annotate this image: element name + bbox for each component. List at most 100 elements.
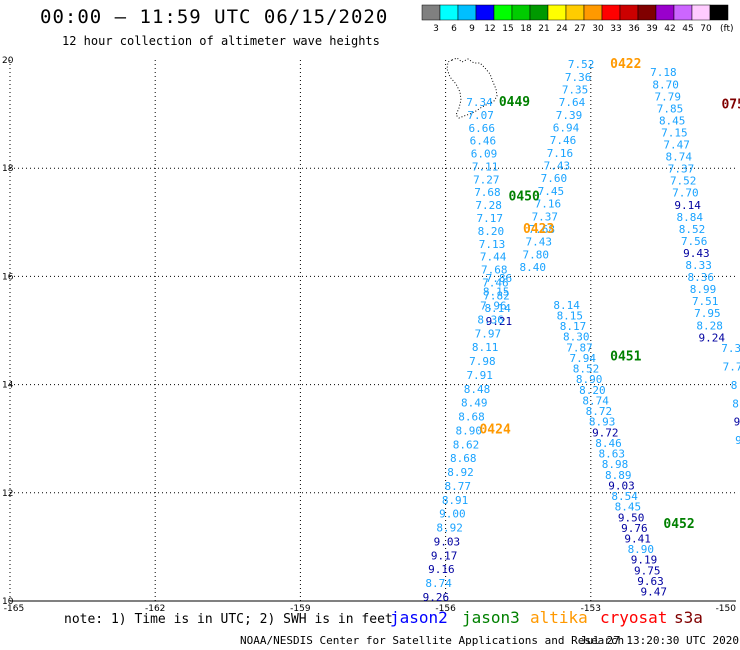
colorbar-swatch xyxy=(709,4,729,21)
colorbar-swatch xyxy=(655,4,675,21)
wave-height-value: 7.27 xyxy=(473,173,500,186)
lat-tick-label: 16 xyxy=(2,272,14,282)
wave-height-value: 8.99 xyxy=(690,283,717,296)
wave-height-value: 8.33 xyxy=(685,259,712,272)
wave-height-value: 8.90 xyxy=(455,424,482,437)
wave-height-value: 7.97 xyxy=(475,327,502,340)
colorbar-swatch xyxy=(619,4,639,21)
colorbar-label: 3 xyxy=(433,24,439,34)
wave-height-value: 8.84 xyxy=(677,211,704,224)
colorbar-swatch xyxy=(493,4,513,21)
wave-height-value: 8.70 xyxy=(652,78,679,91)
wave-height-value: 9.41 xyxy=(624,532,651,545)
legend-altika: altika xyxy=(530,608,588,627)
wave-height-value: 7.98 xyxy=(469,355,496,368)
wave-height-value: 7.36 xyxy=(565,71,592,84)
wave-height-value: 8.54 xyxy=(611,490,638,503)
wave-height-value: 7.94 xyxy=(569,352,596,365)
colorbar-label: 36 xyxy=(628,24,640,34)
wave-height-value: 6.66 xyxy=(469,122,496,135)
wave-height-value: 7.64 xyxy=(559,96,586,109)
wave-height-value: 8.17 xyxy=(560,320,587,333)
wave-height-value: 8.49 xyxy=(461,397,488,410)
wave-height-value: 7.16 xyxy=(547,147,574,160)
wave-height-value: 8.36 xyxy=(688,271,715,284)
footer-note: note: 1) Time is in UTC; 2) SWH is in fe… xyxy=(64,612,393,627)
wave-height-value: 9.14 xyxy=(674,199,701,212)
legend-s3a: s3a xyxy=(674,608,703,627)
wave-height-value: 6.09 xyxy=(471,148,498,161)
wave-height-value: 9.72 xyxy=(592,426,619,439)
wave-height-value: 8.74 xyxy=(582,394,609,407)
colorbar-label: 27 xyxy=(574,24,585,34)
colorbar-swatch xyxy=(565,4,585,21)
lon-tick-label: -156 xyxy=(435,604,456,614)
axis-ticks: -165 -162 -159 -156 -153 -150 10 12 14 16 18 20 xyxy=(2,56,736,614)
wave-height-value: 7.44 xyxy=(480,251,507,264)
wave-height-value: 7.70 xyxy=(672,187,699,200)
wave-height-value: 8.20 xyxy=(478,225,505,238)
wave-height-value: 7.43 xyxy=(526,236,553,249)
wave-height-value: 7.46 xyxy=(550,134,577,147)
wave-height-value: 8.74 xyxy=(666,151,693,164)
wave-height-value: 8.28 xyxy=(696,319,723,332)
colorbar-label: 33 xyxy=(610,24,621,34)
colorbar-label: 45 xyxy=(682,24,693,34)
wave-height-value: 7.11 xyxy=(472,160,499,173)
pass-label: 0449 xyxy=(499,95,530,110)
wave-height-value: 7.91 xyxy=(466,369,493,382)
wave-height-value: 9.76 xyxy=(621,522,648,535)
wave-height-value: 8.91 xyxy=(442,494,469,507)
lon-tick-label: -153 xyxy=(581,604,601,614)
lat-tick-label: 12 xyxy=(2,489,13,499)
lat-tick-label: 18 xyxy=(2,164,14,174)
wave-height-value: 7.82 xyxy=(483,289,510,302)
wave-height-value: 7.3 xyxy=(721,342,740,355)
wave-height-value: 9.63 xyxy=(637,575,664,588)
pass-label: 0450 xyxy=(509,190,540,205)
wave-height-value: 8.14 xyxy=(484,302,511,315)
wave-height-value: 8.68 xyxy=(458,411,485,424)
wave-height-value: 8.45 xyxy=(659,114,686,127)
map-grid xyxy=(9,60,736,602)
colorbar-label: 24 xyxy=(556,24,568,34)
wave-height-value: 9.43 xyxy=(683,247,710,260)
colorbar-swatch xyxy=(457,4,477,21)
wave-height-value: 9.00 xyxy=(439,508,466,521)
hawaii-island-outline xyxy=(446,57,498,119)
wave-height-value: 8.93 xyxy=(589,416,616,429)
wave-height-value: 6.46 xyxy=(470,135,497,148)
altimeter-tracks: 7.527.367.357.647.396.947.467.167.437.60… xyxy=(423,58,740,604)
wave-height-value: 7.07 xyxy=(467,109,494,122)
pass-label: 0754 xyxy=(721,98,740,113)
pass-labels: 0422 0754 0449 0450 0423 0451 0424 0452 xyxy=(479,57,740,532)
wave-height-value: 8.15 xyxy=(483,286,510,299)
wave-height-value: 7.86 xyxy=(486,272,513,285)
wave-height-value: 7.85 xyxy=(657,102,684,115)
pass-label: 0451 xyxy=(610,349,641,364)
chart-subtitle: 12 hour collection of altimeter wave hei… xyxy=(62,34,380,48)
wave-height-value: 8.46 xyxy=(595,437,622,450)
wave-height-value: 7.39 xyxy=(556,109,583,122)
wave-height-value: 7.43 xyxy=(544,160,571,173)
wave-height-value: 8.72 xyxy=(586,405,613,418)
colorbar-swatch xyxy=(511,4,531,21)
wave-height-value: 8.15 xyxy=(557,309,584,322)
colorbar-label: 12 xyxy=(484,24,495,34)
wave-height-value: 8.30 xyxy=(563,331,590,344)
colorbar-label: 39 xyxy=(646,24,658,34)
wave-height-value: 7.95 xyxy=(694,307,721,320)
footer-timestamp: Jul 27 13:20:30 UTC 2020 xyxy=(580,634,739,647)
wave-height-value: 7.35 xyxy=(562,83,589,96)
wave-height-value: 8 xyxy=(732,397,739,410)
wave-height-value: 8.74 xyxy=(425,577,452,590)
colorbar-label: 30 xyxy=(592,24,604,34)
pass-label: 0422 xyxy=(610,57,641,72)
wave-height-value: 7.52 xyxy=(568,58,595,71)
colorbar-label: 21 xyxy=(538,24,549,34)
wave-height-value: 7.18 xyxy=(650,66,677,79)
colorbar-label: 6 xyxy=(451,24,457,34)
wave-height-value: 8.92 xyxy=(436,522,463,535)
wave-height-value: 8.98 xyxy=(602,458,629,471)
